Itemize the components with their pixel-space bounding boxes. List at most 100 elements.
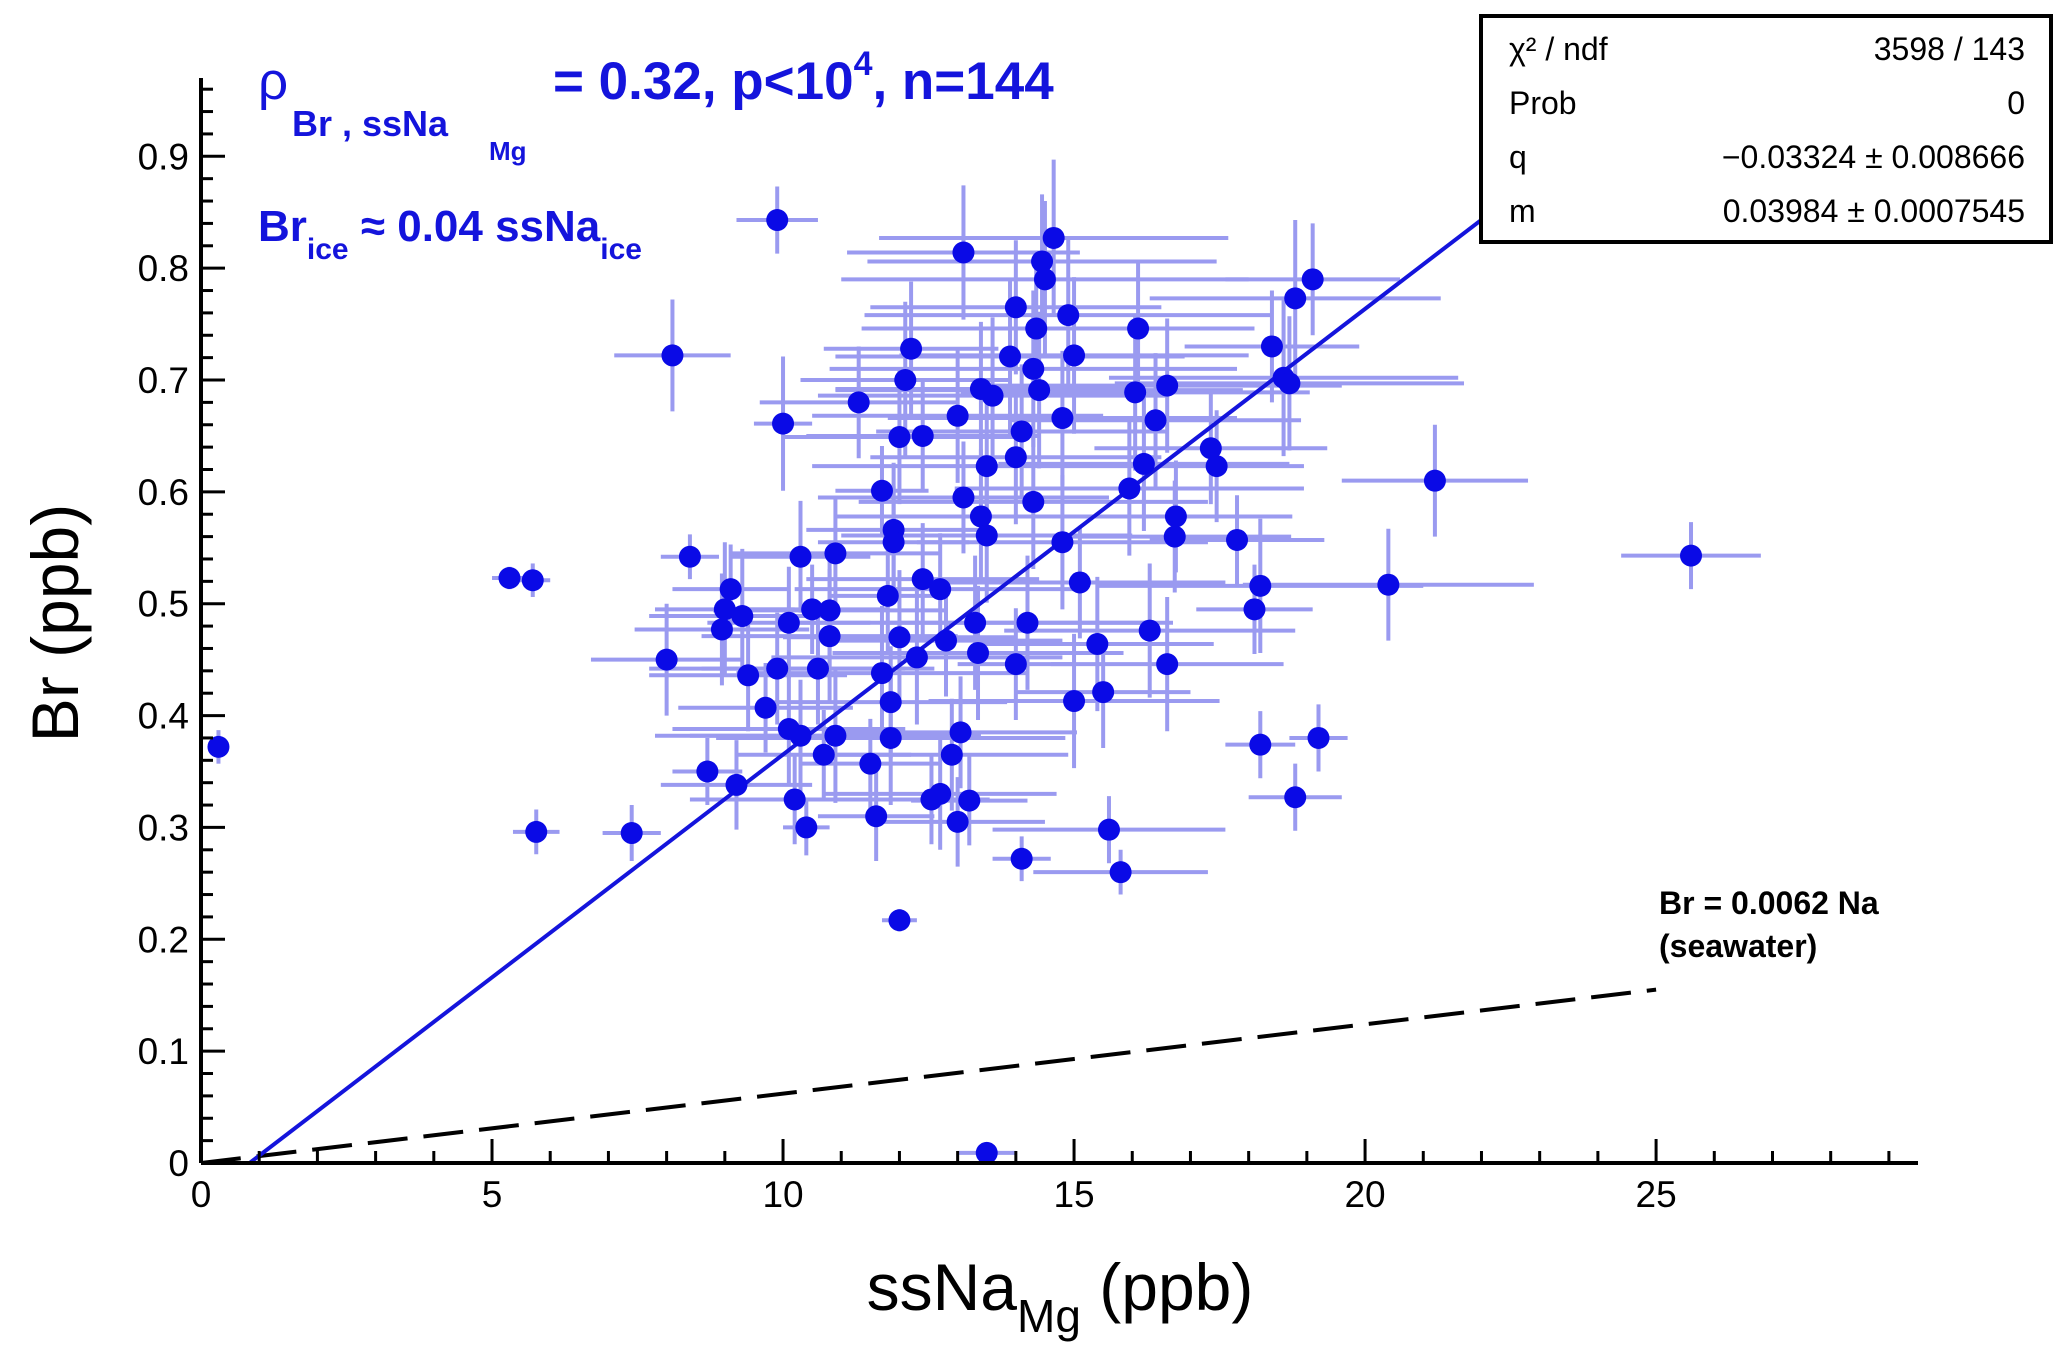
point	[975, 1141, 998, 1164]
point	[737, 664, 760, 687]
point	[498, 566, 521, 589]
seawater-label: Br = 0.0062 Na	[1659, 885, 1879, 921]
point	[870, 662, 893, 685]
point	[1164, 505, 1187, 528]
stats-value: 3598 / 143	[1874, 31, 2025, 67]
point	[929, 578, 952, 601]
point	[661, 344, 684, 367]
seawater-line	[201, 987, 1657, 1163]
point	[806, 657, 829, 680]
point	[975, 455, 998, 478]
stats-box: χ² / ndf 3598 / 143 Prob 0 q −0.03324 ± 0.008…	[1479, 14, 2053, 244]
point	[1249, 574, 1272, 597]
point	[801, 598, 824, 621]
point	[911, 568, 934, 591]
point	[1004, 296, 1027, 319]
point	[818, 599, 841, 622]
point	[952, 486, 975, 509]
point	[754, 696, 777, 719]
point	[783, 788, 806, 811]
point	[911, 424, 934, 447]
seawater-label: (seawater)	[1659, 928, 1817, 964]
rho-subscript: Br , ssNa	[292, 103, 449, 144]
point	[940, 743, 963, 766]
stats-value: 0	[2007, 85, 2025, 121]
point	[1226, 528, 1249, 551]
point	[789, 724, 812, 747]
point	[620, 822, 643, 845]
point	[876, 584, 899, 607]
point	[1156, 653, 1179, 676]
stats-name: Prob	[1509, 85, 1577, 121]
point	[1243, 598, 1266, 621]
point	[1156, 374, 1179, 397]
stats-value: −0.03324 ± 0.008666	[1722, 139, 2025, 175]
y-tick-label: 0.6	[138, 472, 189, 513]
point	[999, 345, 1022, 368]
stats-frame	[1479, 14, 2053, 244]
point	[1004, 653, 1027, 676]
point	[1010, 847, 1033, 870]
point	[1028, 379, 1051, 402]
point	[935, 629, 958, 652]
point	[1260, 335, 1283, 358]
y-tick-label: 0.3	[138, 807, 189, 848]
point	[981, 384, 1004, 407]
point	[879, 691, 902, 714]
point	[1249, 733, 1272, 756]
point	[818, 625, 841, 648]
point	[1163, 525, 1186, 548]
x-title-sub: Mg	[1017, 1290, 1081, 1342]
rho-n: , n=144	[872, 52, 1054, 111]
relation-sub: ice	[600, 233, 642, 266]
point	[1138, 619, 1161, 642]
point	[772, 412, 795, 435]
stats-name: χ² / ndf	[1509, 31, 1608, 67]
y-tick-label: 0.8	[138, 248, 189, 289]
point	[713, 598, 736, 621]
point	[952, 241, 975, 264]
y-tick-label: 0.9	[138, 136, 189, 177]
x-title-main: ssNa	[867, 1250, 1018, 1324]
point	[824, 542, 847, 565]
point	[1109, 861, 1132, 884]
point	[1033, 268, 1056, 291]
y-tick-label: 0.2	[138, 919, 189, 960]
point	[1307, 726, 1330, 749]
point	[1086, 632, 1109, 655]
point	[777, 611, 800, 634]
point	[731, 605, 754, 628]
relation-mid: ≈ 0.04 ssNa	[349, 202, 601, 251]
x-tick-label: 0	[191, 1174, 212, 1215]
x-tick-label: 25	[1636, 1174, 1677, 1215]
point	[1057, 304, 1080, 327]
point	[1068, 571, 1091, 594]
point	[1205, 455, 1228, 478]
point	[1199, 437, 1222, 460]
stats-value: 0.03984 ± 0.0007545	[1723, 193, 2025, 229]
point	[1025, 317, 1048, 340]
rho-value: = 0.32, p<10	[553, 52, 854, 111]
point	[1680, 544, 1703, 567]
point	[1004, 446, 1027, 469]
point	[975, 524, 998, 547]
point	[1051, 407, 1074, 430]
point	[964, 611, 987, 634]
point	[969, 505, 992, 528]
point	[879, 726, 902, 749]
y-tick-label: 0.4	[138, 696, 189, 737]
point	[1118, 477, 1141, 500]
rho-subsubscript: Mg	[489, 136, 527, 166]
point	[1022, 490, 1045, 513]
point	[766, 657, 789, 680]
point	[958, 789, 981, 812]
x-tick-label: 20	[1344, 1174, 1385, 1215]
point	[1124, 381, 1147, 404]
point	[949, 721, 972, 744]
point	[678, 545, 701, 568]
annotation-rho: ρBr , ssNa Mg = 0.32, p<104, n=144	[258, 45, 1054, 166]
point	[946, 810, 969, 833]
x-tick-label: 15	[1053, 1174, 1094, 1215]
point	[521, 569, 544, 592]
